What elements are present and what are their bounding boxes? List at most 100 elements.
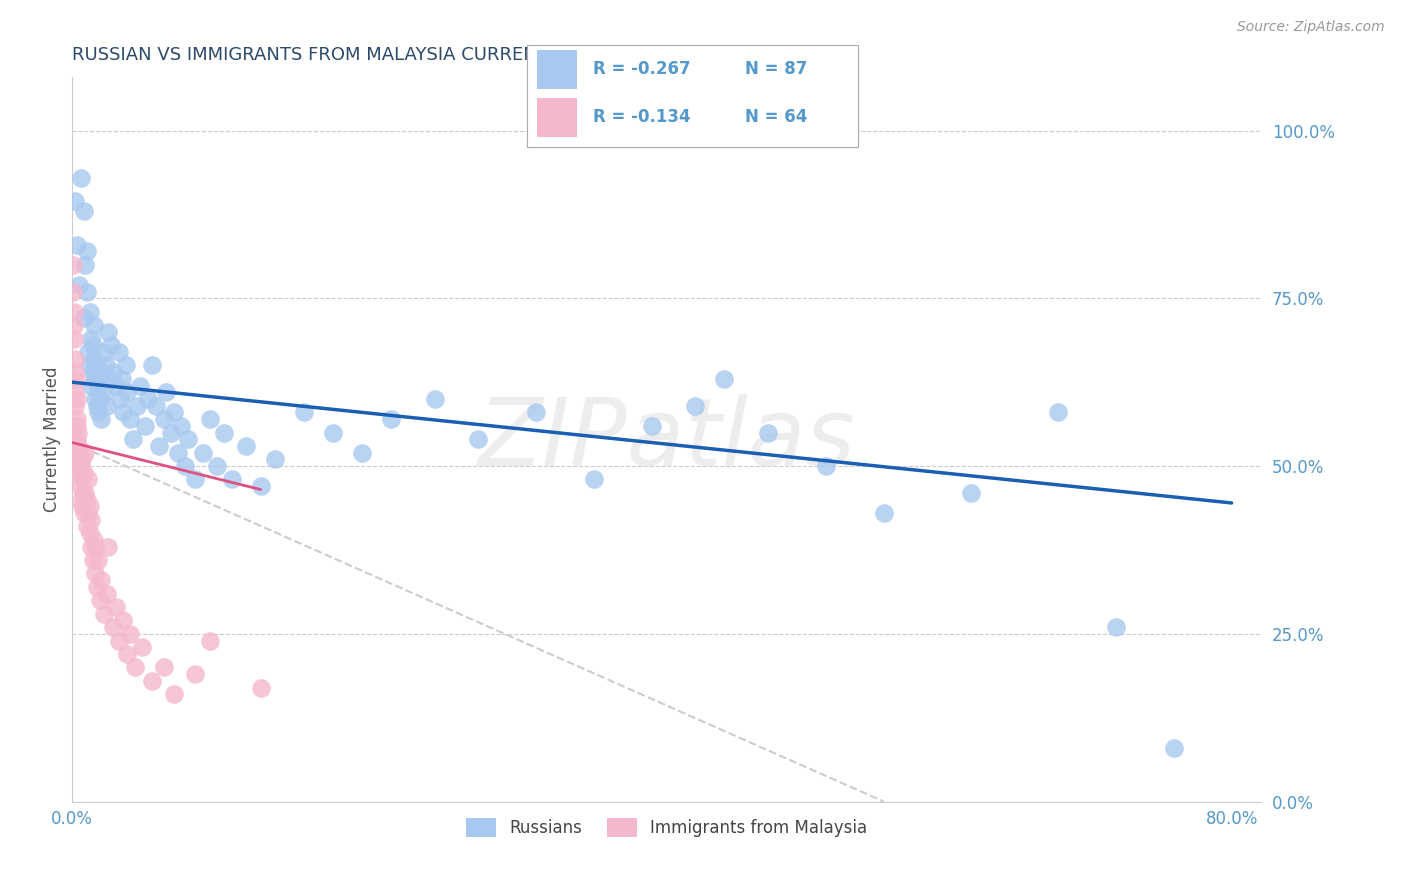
Point: [170, 418, 193, 433]
Point: [89, 593, 111, 607]
Point: [198, 633, 221, 648]
Point: [97, 372, 120, 386]
Point: [75, 258, 97, 272]
Point: [77, 345, 100, 359]
Point: [70, 473, 93, 487]
Point: [76, 492, 98, 507]
Point: [82, 365, 104, 379]
Point: [177, 432, 200, 446]
Y-axis label: Currently Married: Currently Married: [44, 367, 60, 512]
Point: [155, 385, 177, 400]
Point: [77, 506, 100, 520]
Point: [73, 204, 96, 219]
Point: [76, 244, 98, 259]
Point: [65, 237, 87, 252]
Point: [94, 359, 117, 373]
Point: [235, 439, 257, 453]
Point: [352, 445, 374, 459]
Legend: Russians, Immigrants from Malaysia: Russians, Immigrants from Malaysia: [458, 812, 875, 844]
Point: [756, 425, 779, 440]
Point: [117, 647, 139, 661]
Point: [104, 378, 127, 392]
Point: [69, 466, 91, 480]
Point: [82, 553, 104, 567]
Point: [70, 492, 93, 507]
Point: [76, 285, 98, 299]
Point: [1105, 620, 1128, 634]
Point: [75, 445, 97, 459]
Point: [79, 500, 101, 514]
Point: [107, 633, 129, 648]
Point: [97, 325, 120, 339]
Point: [83, 351, 105, 366]
Point: [221, 473, 243, 487]
Point: [66, 418, 89, 433]
Point: [73, 466, 96, 480]
Point: [63, 194, 86, 208]
Point: [77, 473, 100, 487]
Bar: [537, 98, 576, 137]
Point: [873, 506, 896, 520]
Point: [90, 372, 112, 386]
Point: [63, 332, 86, 346]
Point: [423, 392, 446, 406]
Point: [80, 378, 103, 392]
Point: [713, 372, 735, 386]
Point: [814, 459, 837, 474]
Point: [184, 667, 207, 681]
Text: ZIPatlas: ZIPatlas: [478, 393, 855, 484]
Point: [152, 412, 174, 426]
Point: [84, 372, 107, 386]
Point: [83, 533, 105, 547]
Point: [198, 412, 221, 426]
Point: [167, 445, 190, 459]
Point: [62, 285, 84, 299]
Point: [66, 392, 89, 406]
Text: N = 64: N = 64: [745, 109, 807, 127]
Point: [292, 405, 315, 419]
Point: [80, 540, 103, 554]
Point: [90, 573, 112, 587]
Text: RUSSIAN VS IMMIGRANTS FROM MALAYSIA CURRENTLY MARRIED CORRELATION CHART: RUSSIAN VS IMMIGRANTS FROM MALAYSIA CURR…: [72, 46, 856, 64]
Text: R = -0.267: R = -0.267: [593, 61, 690, 78]
Point: [70, 459, 93, 474]
Point: [93, 345, 115, 359]
Bar: [537, 50, 576, 88]
Point: [145, 399, 167, 413]
Point: [87, 553, 110, 567]
Point: [63, 365, 86, 379]
Point: [1046, 405, 1069, 419]
Point: [163, 405, 186, 419]
Point: [264, 452, 287, 467]
Point: [86, 399, 108, 413]
Point: [214, 425, 236, 440]
Point: [73, 311, 96, 326]
Point: [87, 378, 110, 392]
Point: [73, 506, 96, 520]
Point: [191, 445, 214, 459]
Point: [582, 473, 605, 487]
Point: [67, 425, 90, 440]
Point: [69, 479, 91, 493]
Point: [72, 500, 94, 514]
Point: [1163, 740, 1185, 755]
Point: [65, 399, 87, 413]
Point: [76, 519, 98, 533]
Point: [79, 304, 101, 318]
Point: [84, 540, 107, 554]
Point: [65, 412, 87, 426]
Point: [82, 338, 104, 352]
Point: [79, 526, 101, 541]
Point: [205, 459, 228, 474]
Point: [467, 432, 489, 446]
Point: [84, 392, 107, 406]
Point: [79, 359, 101, 373]
Point: [174, 459, 197, 474]
Point: [63, 351, 86, 366]
Point: [84, 566, 107, 581]
Point: [86, 359, 108, 373]
Point: [65, 372, 87, 386]
Point: [100, 338, 122, 352]
Point: [67, 452, 90, 467]
Point: [83, 318, 105, 333]
